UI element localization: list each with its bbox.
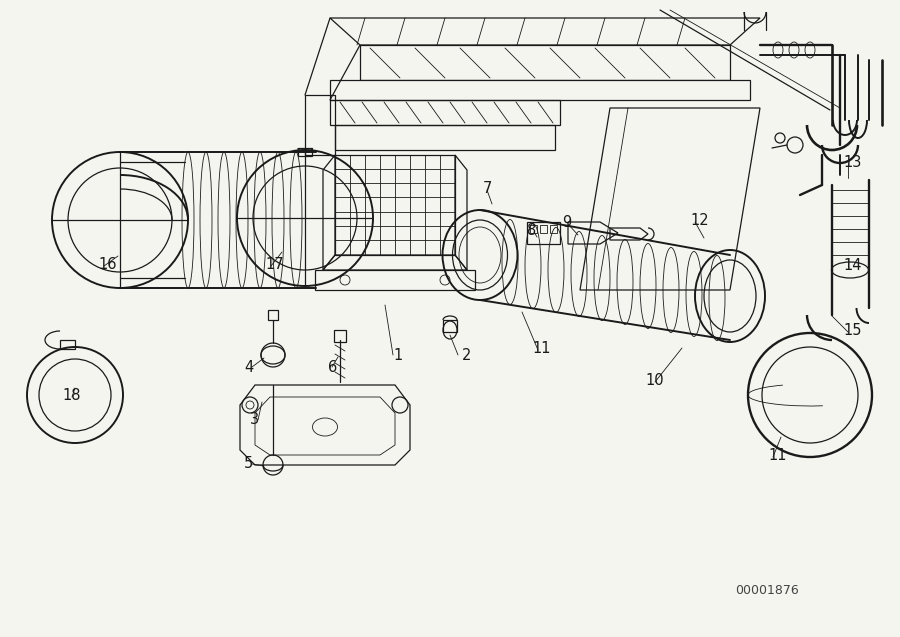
Text: 11: 11: [768, 448, 787, 462]
Text: 14: 14: [843, 257, 861, 273]
Text: 17: 17: [265, 257, 284, 271]
Text: 6: 6: [328, 359, 338, 375]
Text: 2: 2: [462, 348, 472, 362]
Text: 18: 18: [62, 387, 80, 403]
Text: 10: 10: [645, 373, 663, 387]
Text: 13: 13: [843, 155, 861, 169]
Bar: [443, 320, 457, 332]
Text: 1: 1: [393, 348, 402, 362]
PathPatch shape: [330, 80, 750, 100]
Text: 8: 8: [527, 222, 536, 238]
Bar: [268, 310, 278, 320]
Text: 4: 4: [244, 359, 253, 375]
Text: 00001876: 00001876: [735, 583, 799, 596]
Bar: [298, 148, 312, 156]
Bar: [550, 225, 557, 233]
Text: 16: 16: [98, 257, 116, 271]
Text: 11: 11: [532, 341, 551, 355]
Bar: [335, 155, 455, 255]
Text: 3: 3: [250, 413, 259, 427]
Bar: [334, 330, 346, 342]
Text: 9: 9: [562, 215, 572, 229]
Text: 5: 5: [244, 457, 253, 471]
Bar: [540, 225, 547, 233]
Bar: [530, 225, 537, 233]
Text: 15: 15: [843, 322, 861, 338]
Bar: [60, 340, 75, 349]
Text: 12: 12: [690, 213, 708, 227]
PathPatch shape: [360, 45, 730, 80]
PathPatch shape: [330, 18, 760, 45]
Text: 7: 7: [483, 180, 492, 196]
